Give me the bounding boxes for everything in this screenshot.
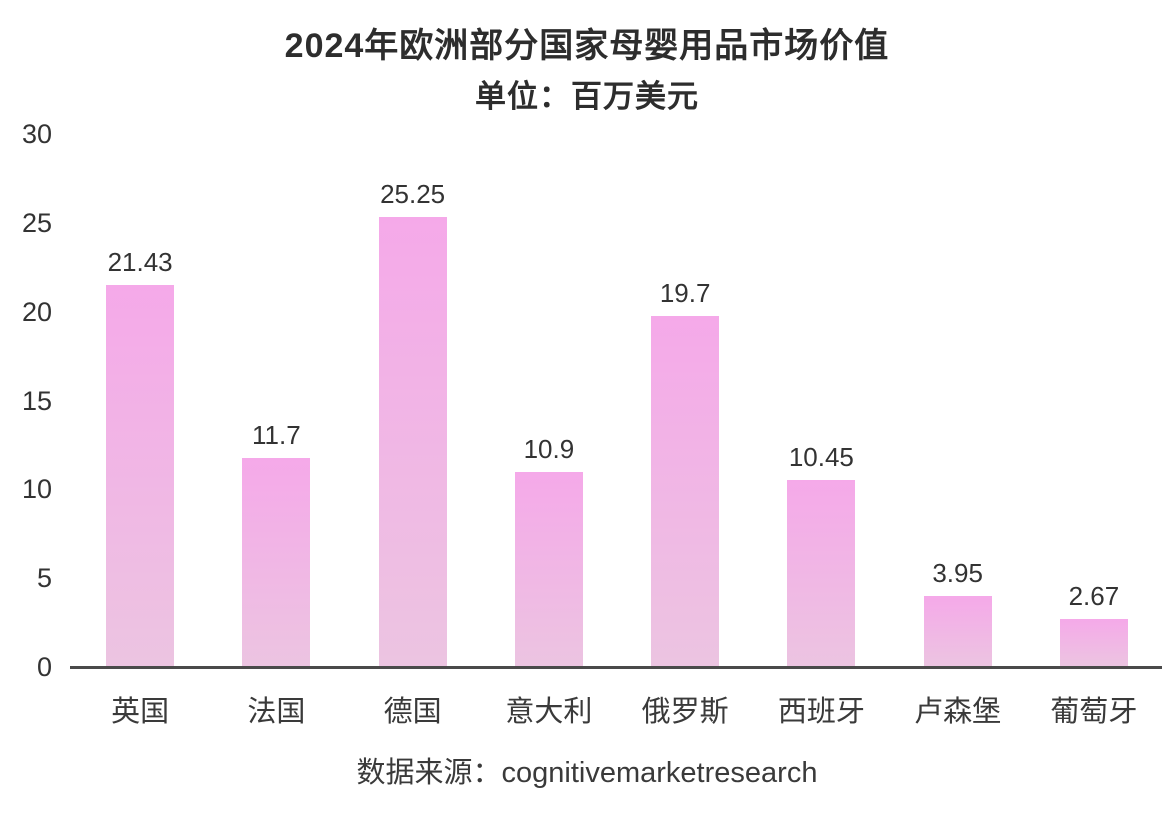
bar-value-label: 10.9 <box>523 434 575 465</box>
chart-header: 2024年欧洲部分国家母婴用品市场价值 单位：百万美元 <box>0 26 1174 116</box>
bar <box>1059 618 1128 666</box>
bar <box>106 285 175 666</box>
bar <box>242 458 311 666</box>
bar <box>651 316 720 666</box>
y-tick-label: 10 <box>21 474 52 505</box>
x-category-label: 葡萄牙 <box>1050 696 1138 728</box>
y-tick-label: 5 <box>36 563 52 594</box>
bar-group: 21.43 <box>72 133 208 666</box>
bar-group: 2.67 <box>1026 133 1162 666</box>
bar-value-label: 2.67 <box>1068 580 1120 611</box>
bar <box>787 480 856 666</box>
bar <box>923 595 992 666</box>
bar-group: 10.9 <box>481 133 617 666</box>
y-tick-label: 20 <box>21 296 52 327</box>
categories-row: 英国 法国 德国 意大利 俄罗斯 西班牙 卢森堡 葡萄牙 <box>72 694 1162 730</box>
x-category-label: 西班牙 <box>777 696 865 728</box>
bar-group: 3.95 <box>890 133 1026 666</box>
bar-value-label: 10.45 <box>788 442 854 473</box>
x-category-label: 俄罗斯 <box>641 696 729 728</box>
x-axis-line <box>70 666 1162 669</box>
bar <box>514 472 583 666</box>
x-category-label: 意大利 <box>505 696 593 728</box>
bar-value-label: 3.95 <box>932 557 983 588</box>
bar-value-label: 11.7 <box>252 420 301 451</box>
source-caption: 数据来源：cognitivemarketresearch <box>356 757 818 789</box>
bar-group: 11.7 <box>208 133 344 666</box>
bar <box>378 217 447 666</box>
bars-row: 21.43 11.7 25.25 10.9 19.7 10.45 3.95 2.67 <box>72 133 1162 666</box>
y-tick-label: 25 <box>21 207 52 238</box>
chart-title: 2024年欧洲部分国家母婴用品市场价值 <box>284 27 890 65</box>
x-category-label: 英国 <box>111 696 170 728</box>
bar-value-label: 19.7 <box>659 278 711 308</box>
x-category-label: 德国 <box>383 696 442 728</box>
bar-value-label: 25.25 <box>380 179 446 210</box>
bar-group: 25.25 <box>345 133 481 666</box>
bar-group: 10.45 <box>753 133 889 666</box>
chart-subtitle: 单位：百万美元 <box>475 79 699 114</box>
x-category-label: 卢森堡 <box>914 696 1002 728</box>
y-tick-label: 15 <box>21 385 52 416</box>
x-category-label: 法国 <box>247 696 306 728</box>
y-tick-label: 30 <box>21 119 52 149</box>
bar-value-label: 21.43 <box>107 247 173 278</box>
y-tick-label: 0 <box>36 652 52 682</box>
bar-group: 19.7 <box>617 133 753 666</box>
